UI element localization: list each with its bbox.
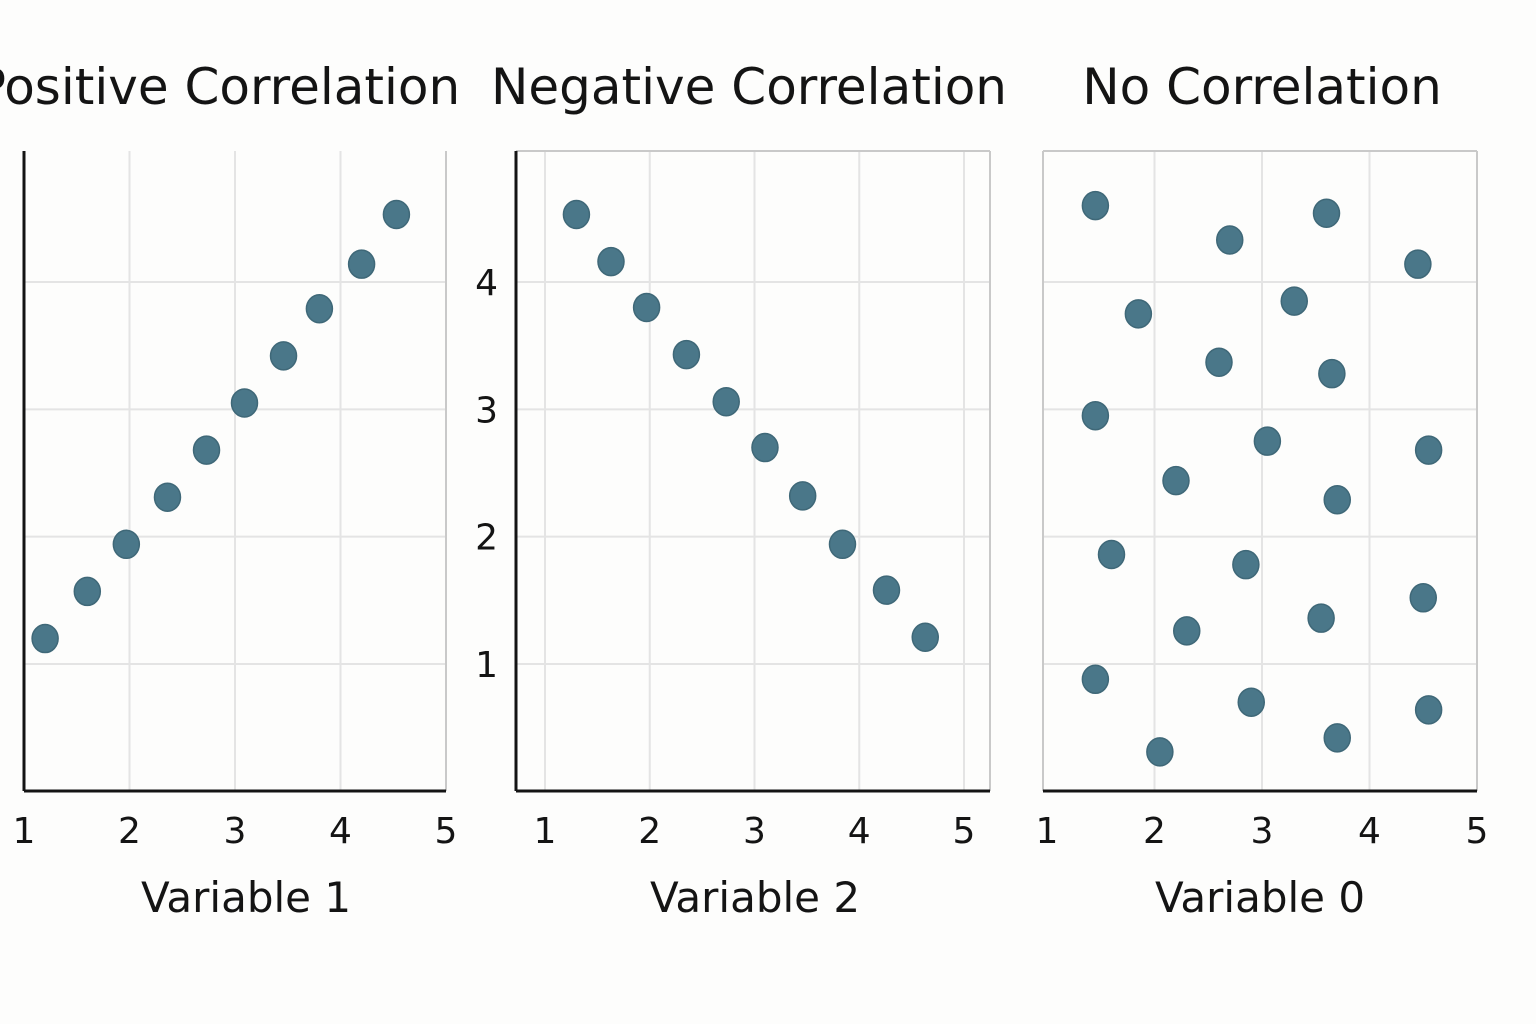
data-point [1205,347,1233,377]
data-point [1414,435,1443,465]
chart-title: No Correlation [1082,58,1442,116]
x-tick-label: 2 [638,811,661,852]
data-point [347,249,376,279]
data-point [1237,687,1265,717]
x-tick-label: 5 [1466,811,1489,852]
x-tick-label: 3 [224,811,247,852]
y-tick-label: 2 [475,518,498,559]
data-point [1162,465,1190,496]
data-point [382,199,411,230]
data-point [31,623,59,654]
x-tick-label: 2 [1143,811,1166,852]
data-point [269,341,298,371]
data-point [1409,583,1437,613]
x-tick-label: 4 [1358,811,1381,852]
data-point [1173,616,1201,646]
x-axis-label: Variable 0 [1155,873,1365,922]
chart-title: Negative Correlation [491,58,1007,116]
data-point [1146,737,1174,767]
data-point [112,529,141,560]
x-tick-label: 1 [1036,811,1059,852]
data-point [1414,695,1443,725]
data-point [1081,400,1110,431]
chart-panel-3: No Correlation 1 2 3 4 5 Variable 0 [1036,58,1489,922]
data-point [153,482,182,512]
data-point [1323,723,1351,753]
data-point [1232,549,1260,580]
data-point [1312,198,1341,228]
data-point [305,293,334,324]
x-axis-label: Variable 1 [141,873,351,922]
data-point [788,481,817,511]
x-tick-label: 4 [848,811,871,852]
data-point [230,388,259,418]
data-point [192,435,221,465]
x-tick-label: 1 [534,811,557,852]
x-tick-label: 5 [435,811,458,852]
x-tick-label: 1 [13,811,36,852]
data-point [672,339,701,370]
data-point [1081,664,1110,695]
data-point [1097,539,1126,570]
data-point [597,246,625,277]
x-tick-label: 3 [743,811,766,852]
x-axis-label: Variable 2 [650,873,860,922]
chart-panel-1: Positive Correlation 1 2 3 4 5 Variable 1 [0,58,460,922]
data-point [1280,286,1308,316]
data-point [828,529,857,560]
data-point [1216,225,1244,255]
data-point [562,199,591,230]
data-point [911,622,939,653]
x-tick-label: 2 [118,811,141,852]
x-tick-label: 3 [1251,811,1274,852]
y-tick-label: 1 [475,645,498,686]
data-point [1307,603,1335,633]
y-tick-label: 4 [475,263,498,304]
data-point [632,292,661,323]
data-point [1404,249,1432,279]
x-tick-label: 4 [329,811,352,852]
data-point [751,432,779,463]
data-point [1323,484,1351,515]
data-point [73,576,102,607]
y-tick-label: 3 [475,390,498,431]
data-point [1253,426,1282,456]
chart-title: Positive Correlation [0,58,460,116]
x-tick-label: 5 [953,811,976,852]
data-point [1124,299,1153,329]
data-point [1318,358,1346,389]
data-point [712,386,740,417]
chart-panel-2: Negative Correlation 1 2 3 4 5 1 2 3 4 Variable 2 [475,58,1007,922]
data-point [872,575,901,605]
data-point [1081,190,1110,221]
